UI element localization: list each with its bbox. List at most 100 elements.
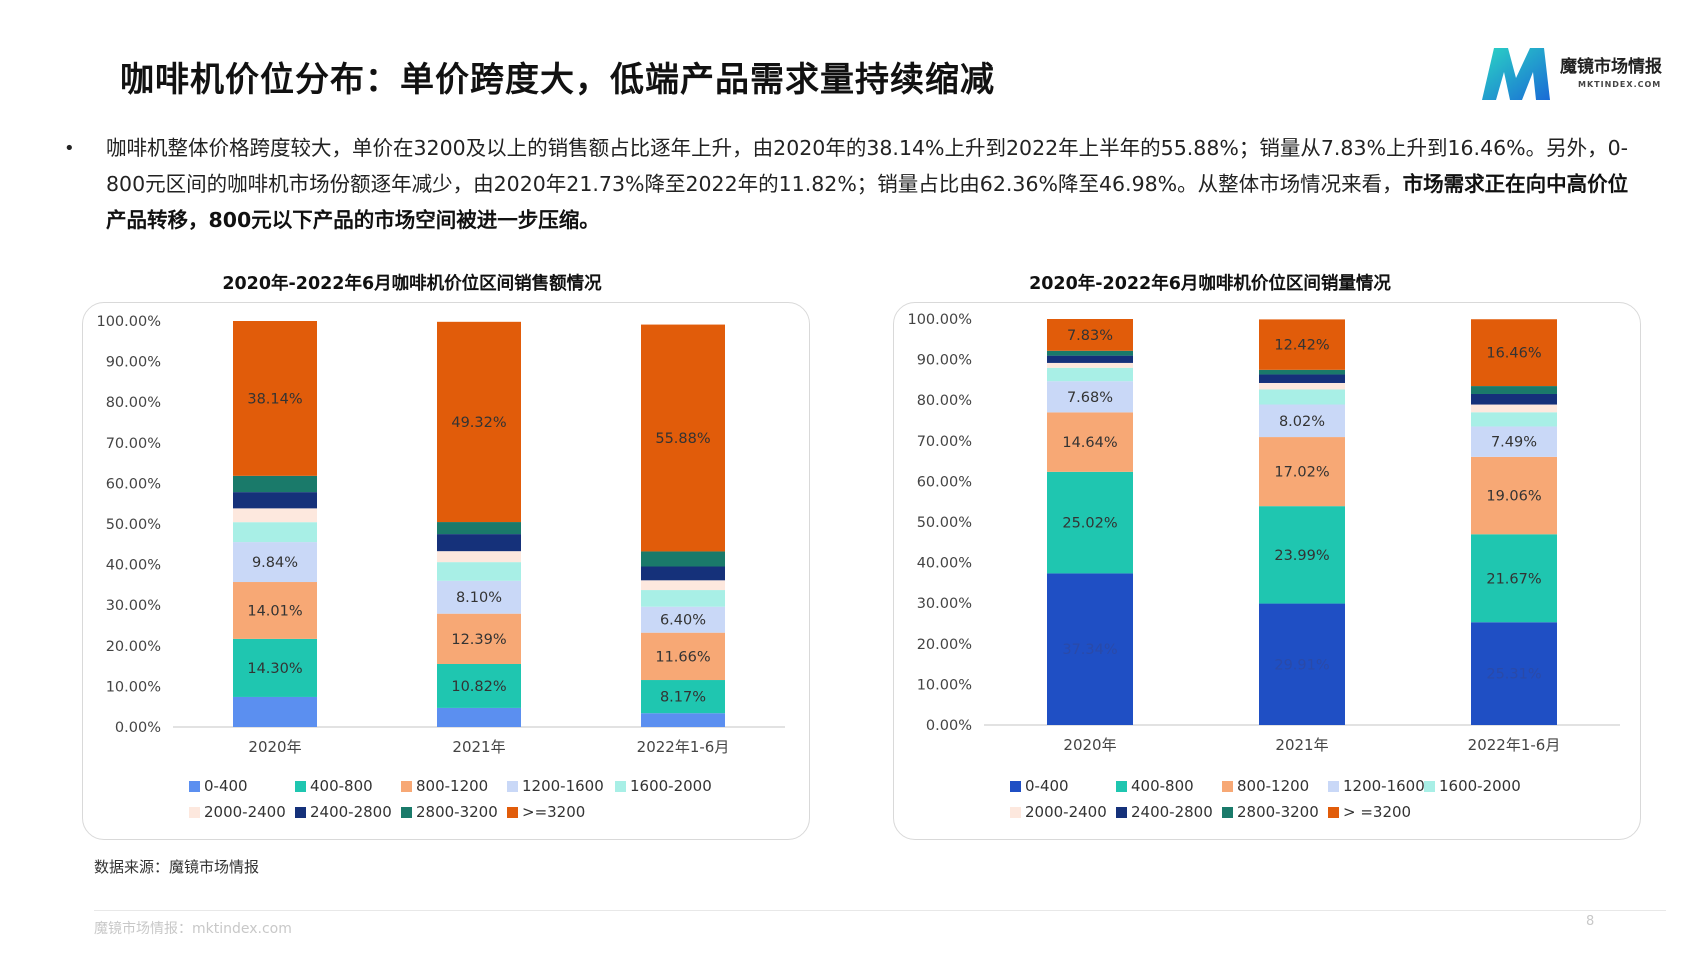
legend-item-800-1200[interactable]: 800-1200 — [1222, 777, 1309, 795]
bar-segment-2400-2800 — [1047, 355, 1133, 363]
legend-item-2000-2400[interactable]: 2000-2400 — [1010, 803, 1107, 821]
legend-item-0-400[interactable]: 0-400 — [189, 777, 248, 795]
legend-label: 1200-1600 — [522, 777, 604, 795]
legend-swatch — [295, 807, 306, 818]
data-label: 19.06% — [1486, 489, 1541, 505]
bar-segment-2800-3200 — [1471, 386, 1557, 394]
bar-segment-800-1200 — [1047, 412, 1133, 472]
bar-segment-800-1200 — [1471, 456, 1557, 535]
data-label: 38.14% — [247, 391, 302, 407]
bar-segment-1200-1600 — [1047, 381, 1133, 413]
bar-segment-2000-2400 — [1471, 404, 1557, 413]
legend-swatch — [1424, 781, 1435, 792]
sales-volume-chart: 0.00% 10.00% 20.00% 30.00% 40.00% 50.00% 60.00… — [907, 312, 1620, 821]
legend-item-1600-2000[interactable]: 1600-2000 — [1424, 777, 1521, 795]
legend-swatch — [1222, 781, 1233, 792]
legend-label: 2000-2400 — [1025, 803, 1107, 821]
x-tick-label: 2020年 — [1063, 736, 1116, 754]
chart-title-sales-amount: 2020年-2022年6月咖啡机价位区间销售额情况 — [222, 274, 602, 294]
y-tick-label: 40.00% — [106, 558, 161, 574]
bar-segment-400-800 — [233, 638, 317, 697]
data-label: 14.64% — [1062, 435, 1117, 451]
y-tick-label: 70.00% — [917, 434, 972, 450]
bar-segment-2800-3200 — [437, 522, 521, 535]
data-label: 7.68% — [1067, 390, 1113, 406]
bar-segment-2000-2400 — [641, 580, 725, 591]
y-tick-label: 20.00% — [106, 639, 161, 655]
legend-item-2400-2800[interactable]: 2400-2800 — [295, 803, 392, 821]
y-tick-label: 60.00% — [106, 476, 161, 492]
legend-item-1200-1600[interactable]: 1200-1600 — [1328, 777, 1425, 795]
x-tick-label: 2022年1-6月 — [637, 738, 730, 756]
data-label: 8.17% — [660, 690, 706, 706]
bar-segment-0-400 — [437, 707, 521, 727]
bar-segment-400-800 — [1471, 534, 1557, 623]
y-tick-label: 10.00% — [917, 677, 972, 693]
bar-segment-1600-2000 — [641, 590, 725, 607]
legend-label: 2800-3200 — [1237, 803, 1319, 821]
brand-logo — [1482, 48, 1550, 100]
brand-logo-name: 魔镜市场情报 — [1560, 57, 1662, 77]
data-label: 37.34% — [1062, 642, 1117, 658]
legend-item-1200-1600[interactable]: 1200-1600 — [507, 777, 604, 795]
bar-segment-400-800 — [1047, 471, 1133, 574]
bar-segment-2000-2400 — [233, 508, 317, 523]
legend-item-0-400[interactable]: 0-400 — [1010, 777, 1069, 795]
bar-segment-2800-3200 — [1259, 369, 1345, 375]
legend-label: >=3200 — [522, 803, 585, 821]
bar-segment-0-400 — [1471, 622, 1557, 725]
legend-swatch — [295, 781, 306, 792]
legend-label: 0-400 — [204, 777, 248, 795]
legend-swatch — [401, 807, 412, 818]
bar-segment-0-400 — [1047, 573, 1133, 725]
legend-item-1600-2000[interactable]: 1600-2000 — [615, 777, 712, 795]
y-tick-label: 10.00% — [106, 679, 161, 695]
data-label: 55.88% — [655, 431, 710, 447]
bar-segment-2400-2800 — [1259, 374, 1345, 383]
legend-label: 800-1200 — [1237, 777, 1309, 795]
sales-amount-chart: 0.00% 10.00% 20.00% 30.00% 40.00% 50.00% 60.00… — [96, 314, 785, 821]
bar-segment-400-800 — [641, 680, 725, 714]
data-label: 7.49% — [1491, 435, 1537, 451]
bar-segment-0-400 — [641, 713, 725, 727]
data-label: 8.10% — [456, 590, 502, 606]
legend-item-400-800[interactable]: 400-800 — [295, 777, 373, 795]
bar-segment-1200-1600 — [1259, 404, 1345, 438]
legend-swatch — [1328, 781, 1339, 792]
y-tick-label: 20.00% — [917, 637, 972, 653]
bar-segment-2000-2400 — [1047, 362, 1133, 368]
legend-item-400-800[interactable]: 400-800 — [1116, 777, 1194, 795]
x-tick-label: 2020年 — [248, 738, 301, 756]
data-source-note: 数据来源：魔镜市场情报 — [94, 858, 260, 876]
bar-segment-2000-2400 — [437, 551, 521, 563]
legend-label: 1200-1600 — [1343, 777, 1425, 795]
data-label: 8.02% — [1279, 414, 1325, 430]
y-tick-label: 70.00% — [106, 436, 161, 452]
y-tick-label: 50.00% — [106, 517, 161, 533]
legend-swatch — [189, 807, 200, 818]
x-tick-label: 2021年 — [1275, 736, 1328, 754]
legend-item-2000-2400[interactable]: 2000-2400 — [189, 803, 286, 821]
y-tick-label: 50.00% — [917, 515, 972, 531]
data-label: 14.30% — [247, 661, 302, 677]
legend-label: 1600-2000 — [630, 777, 712, 795]
data-label: 6.40% — [660, 613, 706, 629]
legend-item-2800-3200[interactable]: 2800-3200 — [401, 803, 498, 821]
legend-item-3200[interactable]: > =3200 — [1328, 803, 1411, 821]
legend-item-3200[interactable]: >=3200 — [507, 803, 585, 821]
summary-highlight: 市场需求正在向中高价位产品转移，800元以下产品的市场空间被进一步压缩。 — [106, 172, 1629, 232]
legend-item-800-1200[interactable]: 800-1200 — [401, 777, 488, 795]
legend-item-2800-3200[interactable]: 2800-3200 — [1222, 803, 1319, 821]
chart-panel-sales-amount: 0.00% 10.00% 20.00% 30.00% 40.00% 50.00% 60.00… — [82, 302, 810, 840]
y-tick-label: 30.00% — [917, 596, 972, 612]
bar-segment-800-1200 — [641, 632, 725, 681]
x-tick-label: 2021年 — [452, 738, 505, 756]
data-label: 16.46% — [1486, 346, 1541, 362]
bar-segment-2400-2800 — [437, 534, 521, 552]
legend-item-2400-2800[interactable]: 2400-2800 — [1116, 803, 1213, 821]
y-tick-label: 60.00% — [917, 474, 972, 490]
legend-label: 400-800 — [310, 777, 373, 795]
data-label: 49.32% — [451, 415, 506, 431]
legend-swatch — [1222, 807, 1233, 818]
footer-website[interactable]: 魔镜市场情报：mktindex.com — [94, 921, 292, 937]
